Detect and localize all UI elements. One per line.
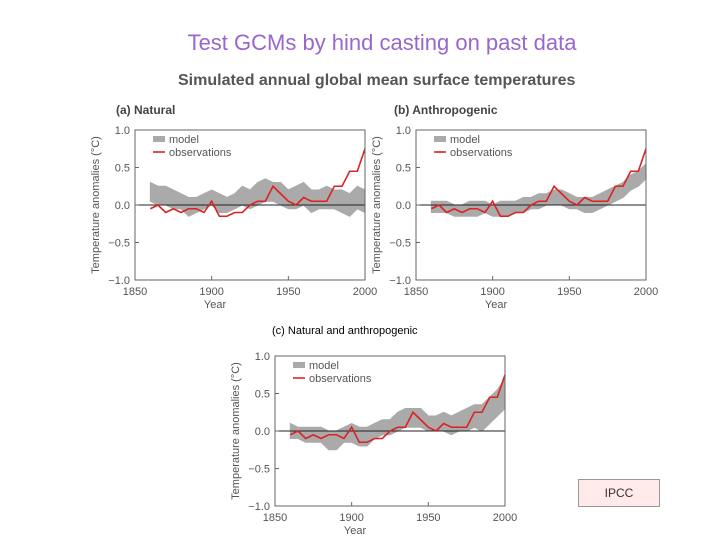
y-tick-label: 0.0	[396, 200, 411, 212]
source-label: IPCC	[578, 479, 660, 507]
x-tick-label: 2000	[634, 286, 658, 298]
y-tick-label: 1.0	[115, 125, 130, 137]
panel-b-label: (b) Anthropogenic	[394, 103, 498, 117]
y-tick-label: 0.5	[255, 389, 270, 401]
x-tick-label: 1950	[557, 286, 581, 298]
y-tick-label: −1.0	[108, 275, 130, 287]
x-tick-label: 1950	[276, 286, 300, 298]
x-axis-label: Year	[485, 299, 508, 311]
x-tick-label: 1950	[416, 512, 440, 524]
legend-model-label: model	[450, 134, 480, 146]
y-tick-label: −0.5	[389, 238, 411, 250]
observations-line	[430, 148, 647, 218]
legend-model-label: model	[169, 134, 199, 146]
y-tick-label: 0.5	[115, 163, 130, 175]
y-tick-label: 0.5	[396, 163, 411, 175]
y-tick-label: −0.5	[248, 464, 270, 476]
x-tick-label: 1850	[263, 512, 287, 524]
panel-c-label: (c) Natural and anthropogenic	[272, 325, 418, 337]
y-tick-label: 1.0	[255, 351, 270, 363]
x-tick-label: 1850	[404, 286, 428, 298]
legend-observations-label: observations	[309, 373, 372, 385]
y-tick-label: 1.0	[396, 125, 411, 137]
x-tick-label: 1850	[123, 286, 147, 298]
y-tick-label: −1.0	[248, 501, 270, 513]
y-tick-label: −1.0	[389, 275, 411, 287]
y-axis-label: Temperature anomalies (°C)	[90, 136, 102, 274]
y-tick-label: 0.0	[255, 426, 270, 438]
y-axis-label: Temperature anomalies (°C)	[371, 136, 383, 274]
x-tick-label: 1900	[339, 512, 363, 524]
y-axis-label: Temperature anomalies (°C)	[230, 362, 242, 500]
observations-line	[149, 148, 366, 218]
x-tick-label: 1900	[480, 286, 504, 298]
y-tick-label: 0.0	[115, 200, 130, 212]
observations-line	[289, 374, 506, 444]
x-axis-label: Year	[204, 299, 227, 311]
slide-title: Test GCMs by hind casting on past data	[187, 30, 577, 55]
x-tick-label: 2000	[493, 512, 517, 524]
figure-title: Simulated annual global mean surface tem…	[178, 72, 576, 89]
legend-observations-label: observations	[169, 147, 232, 159]
legend-model-label: model	[309, 360, 339, 372]
x-axis-label: Year	[344, 525, 367, 537]
x-tick-label: 2000	[353, 286, 377, 298]
x-tick-label: 1900	[199, 286, 223, 298]
model-band	[149, 178, 366, 217]
panel-a-label: (a) Natural	[116, 103, 176, 117]
y-tick-label: −0.5	[108, 238, 130, 250]
legend-observations-label: observations	[450, 147, 513, 159]
